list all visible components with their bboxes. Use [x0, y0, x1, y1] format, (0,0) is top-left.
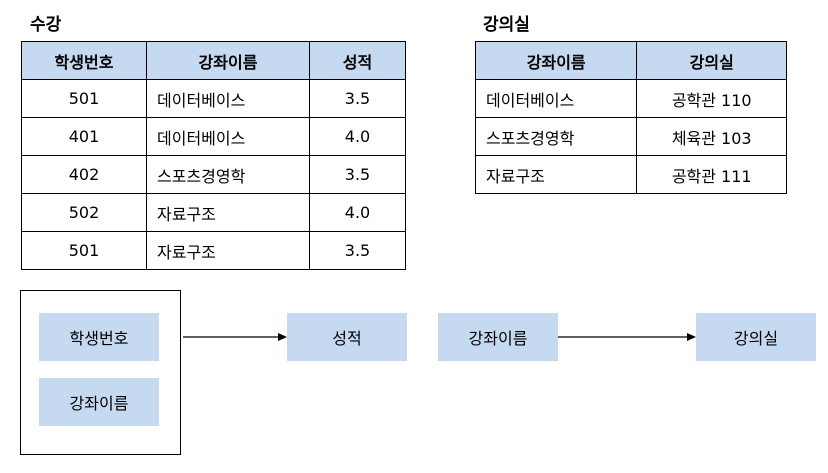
cell: 자료구조: [474, 155, 638, 194]
fd2-dependent-box: 강의실: [696, 313, 816, 361]
cell: 3.5: [309, 155, 406, 194]
cell: 체육관 103: [636, 117, 787, 156]
fd1-determinant-box: 학생번호: [39, 313, 159, 361]
cell: 501: [21, 79, 147, 118]
classroom-title: 강의실: [483, 15, 530, 35]
cell: 3.5: [309, 231, 406, 270]
column-header: 강좌이름: [146, 41, 310, 80]
fd1-dependent-box: 성적: [287, 313, 407, 361]
table-row: 401 데이터베이스 4.0: [21, 117, 406, 156]
cell: 데이터베이스: [474, 79, 638, 118]
table-row: 데이터베이스 공학관 110: [474, 79, 787, 118]
table-row: 자료구조 공학관 111: [474, 155, 787, 194]
cell: 스포츠경영학: [146, 155, 310, 194]
cell: 데이터베이스: [146, 79, 310, 118]
cell: 3.5: [309, 79, 406, 118]
table-header-row: 학생번호 강좌이름 성적: [21, 41, 406, 80]
fd2-arrow: [558, 333, 696, 341]
enrollment-title: 수강: [30, 15, 62, 35]
column-header: 강좌이름: [474, 41, 638, 80]
classroom-table: 강좌이름 강의실 데이터베이스 공학관 110 스포츠경영학 체육관 103 자료구…: [474, 41, 787, 194]
column-header: 강의실: [636, 41, 787, 80]
column-header: 성적: [309, 41, 406, 80]
cell: 공학관 111: [636, 155, 787, 194]
cell: 공학관 110: [636, 79, 787, 118]
table-header-row: 강좌이름 강의실: [474, 41, 787, 80]
fd1-arrow: [183, 333, 287, 341]
table-row: 501 데이터베이스 3.5: [21, 79, 406, 118]
composite-key-frame: [20, 290, 181, 455]
fd1-determinant-box: 강좌이름: [39, 378, 159, 426]
table-row: 501 자료구조 3.5: [21, 231, 406, 270]
cell: 스포츠경영학: [474, 117, 638, 156]
cell: 데이터베이스: [146, 117, 310, 156]
cell: 자료구조: [146, 193, 310, 232]
table-row: 402 스포츠경영학 3.5: [21, 155, 406, 194]
cell: 501: [21, 231, 147, 270]
cell: 자료구조: [146, 231, 310, 270]
table-row: 스포츠경영학 체육관 103: [474, 117, 787, 156]
fd2-determinant-box: 강좌이름: [438, 313, 558, 361]
enrollment-table: 학생번호 강좌이름 성적 501 데이터베이스 3.5 401 데이터베이스 4.0 4…: [21, 41, 406, 270]
